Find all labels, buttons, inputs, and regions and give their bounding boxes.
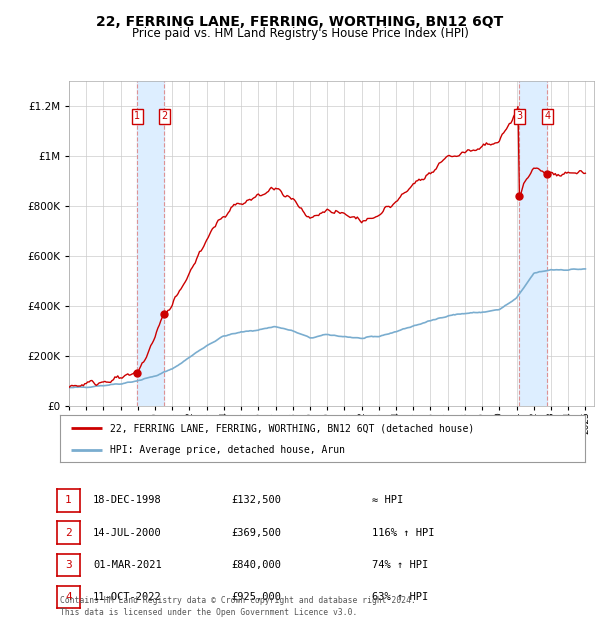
Text: 4: 4	[65, 592, 72, 602]
Text: 3: 3	[65, 560, 72, 570]
Text: £925,000: £925,000	[231, 592, 281, 602]
Text: 22, FERRING LANE, FERRING, WORTHING, BN12 6QT: 22, FERRING LANE, FERRING, WORTHING, BN1…	[97, 16, 503, 30]
Text: 63% ↑ HPI: 63% ↑ HPI	[372, 592, 428, 602]
Text: 01-MAR-2021: 01-MAR-2021	[93, 560, 162, 570]
Bar	[137, 81, 164, 406]
Text: Price paid vs. HM Land Registry's House Price Index (HPI): Price paid vs. HM Land Registry's House …	[131, 27, 469, 40]
Text: 2: 2	[161, 112, 167, 122]
Text: 18-DEC-1998: 18-DEC-1998	[93, 495, 162, 505]
Text: 116% ↑ HPI: 116% ↑ HPI	[372, 528, 434, 538]
Text: 74% ↑ HPI: 74% ↑ HPI	[372, 560, 428, 570]
Text: Contains HM Land Registry data © Crown copyright and database right 2024.
This d: Contains HM Land Registry data © Crown c…	[60, 596, 416, 617]
Text: 1: 1	[134, 112, 140, 122]
Text: £132,500: £132,500	[231, 495, 281, 505]
Text: £840,000: £840,000	[231, 560, 281, 570]
Text: ≈ HPI: ≈ HPI	[372, 495, 403, 505]
Text: 1: 1	[65, 495, 72, 505]
Text: 2: 2	[65, 528, 72, 538]
Text: 3: 3	[516, 112, 523, 122]
Text: 22, FERRING LANE, FERRING, WORTHING, BN12 6QT (detached house): 22, FERRING LANE, FERRING, WORTHING, BN1…	[110, 423, 474, 433]
Text: 11-OCT-2022: 11-OCT-2022	[93, 592, 162, 602]
Text: 4: 4	[544, 112, 550, 122]
Text: 14-JUL-2000: 14-JUL-2000	[93, 528, 162, 538]
Text: HPI: Average price, detached house, Arun: HPI: Average price, detached house, Arun	[110, 445, 345, 455]
Bar	[519, 81, 547, 406]
Text: £369,500: £369,500	[231, 528, 281, 538]
